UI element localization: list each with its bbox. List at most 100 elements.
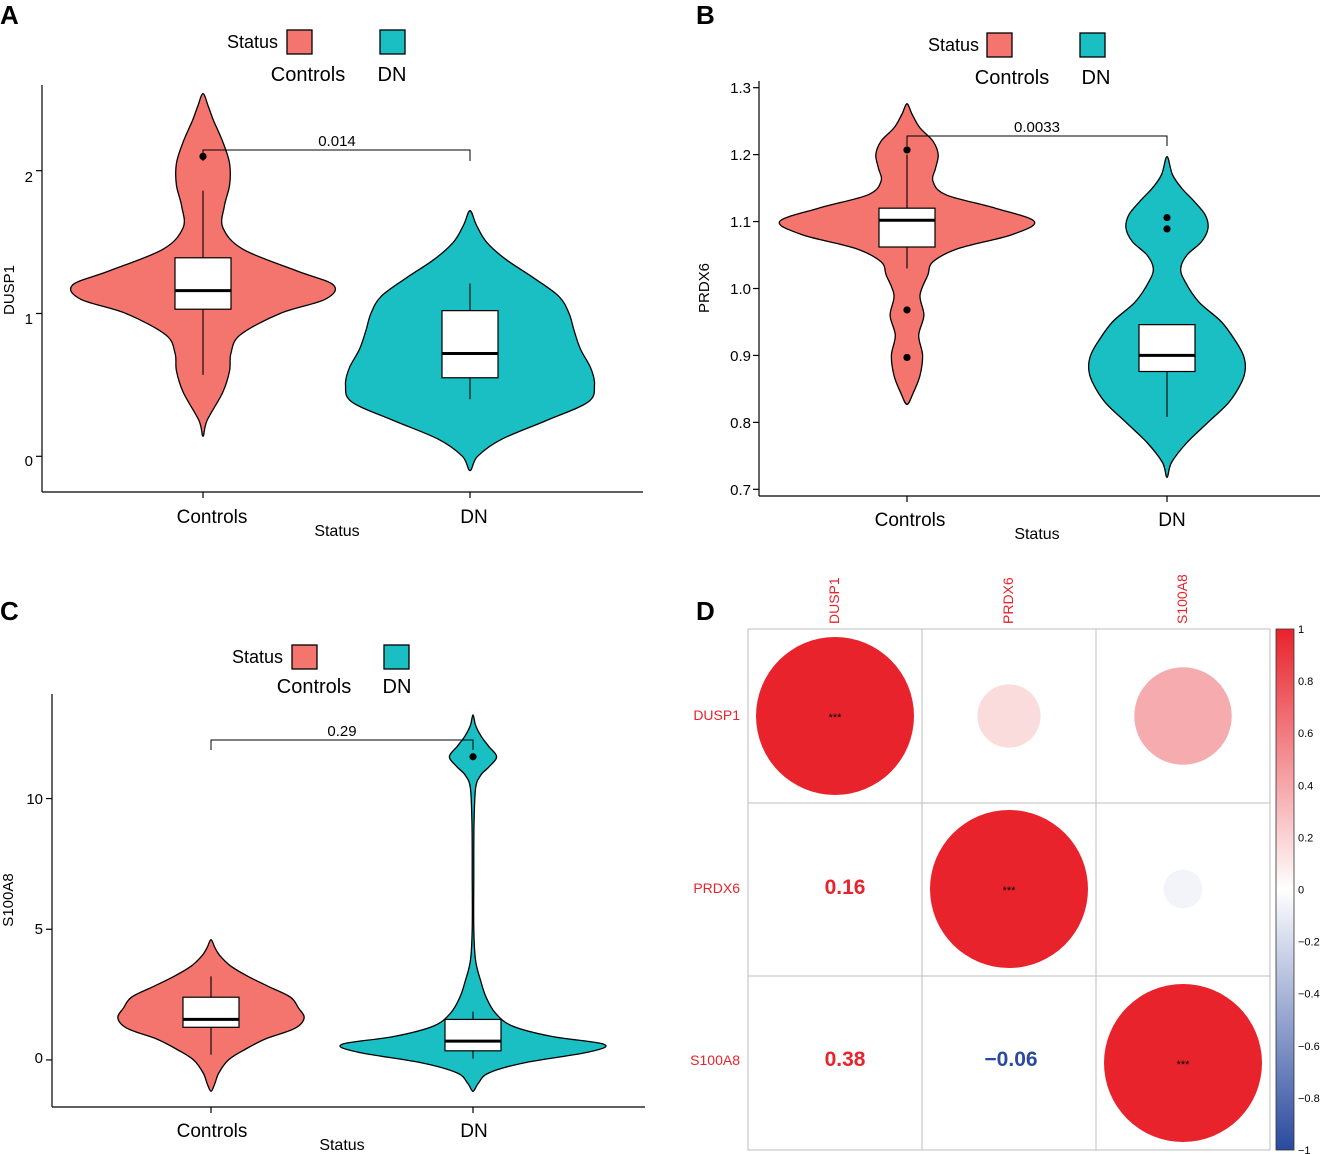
col-label-s100a8: S100A8 (1174, 574, 1190, 624)
outlier-point (469, 753, 477, 761)
significance-bracket: 0.014 (202, 133, 471, 161)
significance-bracket: 0.29 (210, 723, 474, 750)
col-label-dusp1: DUSP1 (826, 577, 842, 624)
colorbar-tick-label: 0.6 (1298, 728, 1313, 740)
legend-swatch-dn (379, 29, 406, 55)
corr-circle-prdx6-prdx6 (930, 810, 1088, 968)
colorbar-tick-label: 0.2 (1298, 832, 1313, 844)
colorbar-tick-label: 0.8 (1298, 676, 1313, 688)
legend-label-dn: DN (378, 64, 407, 86)
panel-label: D (696, 596, 715, 626)
y-axis-label: PRDX6 (696, 263, 713, 313)
correlation-circles (756, 637, 1262, 1142)
x-axis-label: Status (314, 523, 359, 540)
p-value-label: 0.0033 (1014, 119, 1060, 136)
legend-label-dn: DN (383, 676, 412, 698)
legend: Status Controls DN (232, 644, 412, 698)
y-tick-label: 0.8 (730, 415, 751, 432)
legend-title: Status (928, 35, 979, 55)
colorbar-tick-label: −0.4 (1298, 989, 1320, 1001)
y-tick-label: 0.9 (730, 348, 751, 365)
y-tick-label: 1.1 (730, 214, 751, 231)
outliers (903, 146, 1171, 362)
bracket-line (210, 739, 474, 750)
x-tick-label-controls: Controls (177, 1121, 248, 1142)
y-tick-label: 0.7 (730, 482, 751, 499)
x-tick-label-dn: DN (460, 1121, 487, 1142)
grid-border (747, 628, 1271, 1151)
lower-values: 0.16 0.38 −0.06 (825, 876, 1038, 1071)
legend: Status Controls DN (227, 29, 407, 86)
violins (117, 714, 607, 1092)
corr-value-prdx6-dusp1: 0.16 (825, 876, 866, 899)
x-tick-label-dn: DN (1158, 510, 1185, 531)
colorbar-tick-label: −0.2 (1298, 937, 1320, 949)
y-tick-label: 0 (35, 1050, 43, 1067)
colorbar-tick-label: −0.6 (1298, 1041, 1320, 1053)
y-tick-label: 10 (26, 791, 43, 808)
panel-label: B (696, 0, 715, 30)
significance-bracket: 0.0033 (906, 119, 1168, 146)
colorbar-gradient (1275, 628, 1295, 1151)
legend-label-controls: Controls (975, 67, 1049, 89)
y-tick-label: 5 (35, 921, 43, 938)
legend-title: Status (227, 32, 278, 52)
corr-circle-prdx6-s100a8 (1163, 869, 1203, 909)
y-axis-label: DUSP1 (1, 265, 18, 315)
legend-label-dn: DN (1082, 67, 1111, 89)
x-axis: Controls DN (52, 1106, 645, 1142)
y-tick-label: 1.3 (730, 80, 751, 97)
y-tick-label: 1 (25, 311, 33, 328)
outlier-point (1163, 225, 1171, 233)
colorbar-tick-label: −1 (1298, 1145, 1311, 1154)
corr-circle-dusp1-s100a8 (1134, 667, 1232, 765)
box-dn (444, 1018, 502, 1052)
legend-swatch-controls (286, 29, 313, 55)
panel-b: B Status Controls DN 0.0033 0.7 0.8 0.9 … (696, 0, 1320, 543)
legend-swatch-dn (1079, 32, 1106, 58)
legend-label-controls: Controls (277, 676, 351, 698)
x-axis: Controls DN (42, 491, 643, 528)
legend-swatch-dn (383, 644, 410, 670)
y-tick-label: 2 (25, 169, 33, 186)
significance-marks: *** *** *** (829, 712, 1191, 1071)
panel-d: D DUSP1 PRDX6 S100A8 DUSP1 PRDX6 S100A8 … (690, 574, 1320, 1154)
panel-label: A (0, 0, 19, 30)
corr-circle-s100a8-s100a8 (1104, 984, 1262, 1142)
col-label-prdx6: PRDX6 (1000, 577, 1016, 624)
box-dn (1138, 324, 1196, 373)
box-controls (174, 257, 232, 310)
sig-mark: *** (1003, 885, 1017, 897)
outlier-point (903, 146, 911, 154)
corr-circle-dusp1-prdx6 (977, 684, 1041, 748)
x-axis: Controls DN (759, 495, 1320, 531)
boxplots (182, 976, 502, 1059)
legend: Status Controls DN (928, 32, 1111, 89)
boxplots (878, 154, 1196, 418)
violin-dn (1087, 155, 1247, 478)
bracket-line (202, 149, 471, 161)
legend-swatch-controls (291, 644, 318, 670)
colorbar-tick-label: 0 (1298, 885, 1304, 897)
p-value-label: 0.29 (327, 723, 356, 740)
y-axis: 0 5 10 (26, 694, 53, 1107)
x-tick-label-controls: Controls (177, 507, 248, 528)
x-tick-label-controls: Controls (875, 510, 946, 531)
box-controls (182, 996, 240, 1028)
outlier-point (903, 353, 911, 362)
panel-c: C Status Controls DN 0.29 0 5 10 S100A8 … (0, 596, 645, 1154)
sig-mark: *** (829, 712, 843, 724)
boxplots (174, 190, 499, 400)
corr-circle-dusp1-dusp1 (756, 637, 914, 795)
row-label-prdx6: PRDX6 (693, 880, 740, 896)
x-tick-label-dn: DN (460, 507, 487, 528)
colorbar-tick-label: −0.8 (1298, 1093, 1320, 1105)
bracket-line (906, 135, 1168, 146)
y-axis-label: S100A8 (0, 873, 17, 926)
legend-title: Status (232, 647, 283, 667)
colorbar-tick-label: 0.4 (1298, 780, 1313, 792)
box-controls (878, 207, 936, 248)
x-axis-label: Status (1014, 526, 1059, 543)
correlation-grid (747, 628, 1271, 1151)
legend-label-controls: Controls (271, 64, 345, 86)
